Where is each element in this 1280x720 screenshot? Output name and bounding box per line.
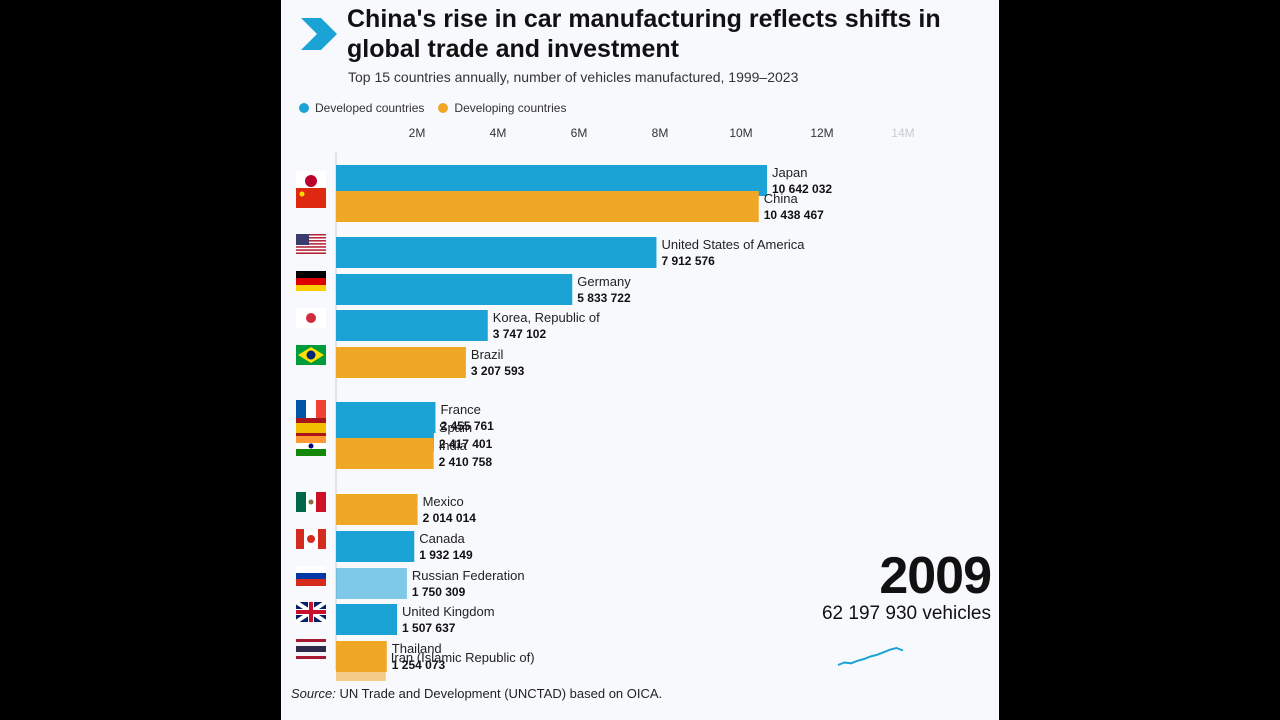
x-tick-label: 6M <box>571 126 588 140</box>
korea-flag-icon <box>296 308 326 328</box>
bar-value-label: 10 642 032 <box>772 182 832 196</box>
total-vehicles-label: 62 197 930 vehicles <box>821 603 991 624</box>
bar-value-label: 1 932 149 <box>419 548 473 562</box>
bar-country-label: Spain <box>439 420 472 435</box>
bar-value-label: 7 912 576 <box>661 254 715 268</box>
bar-value-label: 1 254 073 <box>392 658 446 672</box>
bar-mexico <box>336 494 418 525</box>
japan-flag-icon <box>296 171 326 191</box>
x-tick-label: 12M <box>810 126 833 140</box>
x-tick-label: 10M <box>729 126 752 140</box>
source-text: UN Trade and Development (UNCTAD) based … <box>339 686 663 701</box>
bar-country-label: Russian Federation <box>412 568 525 583</box>
bar-value-label: 2 014 014 <box>423 511 477 525</box>
bar-india <box>336 438 434 469</box>
legend-dot-developed <box>299 103 309 113</box>
bar-korea-republic-of <box>336 310 488 341</box>
bar-country-label: United Kingdom <box>402 604 495 619</box>
x-tick-label: 14M <box>891 126 914 140</box>
mexico-flag-icon <box>296 492 326 512</box>
sparkline <box>837 646 904 666</box>
chart-title: China's rise in car manufacturing reflec… <box>347 5 941 63</box>
bar-china <box>336 191 759 222</box>
bar-country-label: France <box>440 402 480 417</box>
bar-japan <box>336 165 768 196</box>
bar-value-label: 5 833 722 <box>577 291 631 305</box>
bar-country-label: Thailand <box>392 641 442 656</box>
legend-item-developed[interactable]: Developed countries <box>299 101 424 115</box>
chevron-logo-icon <box>301 18 337 50</box>
bar-united-states-of-america <box>336 237 657 268</box>
x-tick-label: 4M <box>490 126 507 140</box>
bar-germany <box>336 274 573 305</box>
chart-subtitle: Top 15 countries annually, number of veh… <box>348 69 799 85</box>
legend-item-developing[interactable]: Developing countries <box>438 101 566 115</box>
bar-iran-islamic-republic-of- <box>336 650 386 681</box>
india-flag-icon <box>296 436 326 456</box>
bar-country-label: Brazil <box>471 347 504 362</box>
china-flag-icon <box>296 188 326 208</box>
bar-value-label: 10 438 467 <box>764 208 824 222</box>
legend: Developed countries Developing countries <box>299 101 566 115</box>
bar-value-label: 2 417 401 <box>439 437 493 451</box>
russia-flag-icon <box>296 566 326 586</box>
uk-flag-icon <box>294 600 328 624</box>
canada-flag-icon <box>296 529 326 549</box>
bar-country-label: Germany <box>577 274 631 289</box>
bar-value-label: 3 747 102 <box>493 327 547 341</box>
brazil-flag-icon <box>296 345 326 365</box>
bar-canada <box>336 531 415 562</box>
bar-country-label: India <box>439 438 468 453</box>
spain-flag-icon <box>296 418 326 438</box>
bar-brazil <box>336 347 466 378</box>
usa-flag-icon <box>296 234 326 254</box>
bar-value-label: 1 750 309 <box>412 585 466 599</box>
bar-country-label: Japan <box>772 165 807 180</box>
bar-united-kingdom <box>336 604 398 635</box>
bar-country-label: United States of America <box>661 237 805 252</box>
x-tick-label: 2M <box>409 126 426 140</box>
source-note: Source: UN Trade and Development (UNCTAD… <box>291 686 662 701</box>
legend-dot-developing <box>438 103 449 113</box>
bar-value-label: 1 507 637 <box>402 621 456 635</box>
bar-value-label: 2 410 758 <box>439 455 493 469</box>
year-label: 2009 <box>879 547 992 605</box>
source-prefix: Source: <box>291 686 336 701</box>
chart-card: China's rise in car manufacturing reflec… <box>281 0 999 720</box>
bar-russian-federation <box>336 568 407 599</box>
bar-country-label: Iran (Islamic Republic of) <box>391 650 535 665</box>
thailand-flag-icon <box>296 639 326 659</box>
x-tick-label: 8M <box>652 126 669 140</box>
germany-flag-icon <box>296 271 326 291</box>
bar-value-label: 2 455 761 <box>440 419 494 433</box>
bar-value-label: 3 207 593 <box>471 364 525 378</box>
bar-country-label: Mexico <box>423 494 464 509</box>
bar-country-label: China <box>764 191 799 206</box>
france-flag-icon <box>296 400 326 420</box>
bar-country-label: Korea, Republic of <box>493 310 600 325</box>
legend-label-developed: Developed countries <box>315 101 425 115</box>
bar-country-label: Canada <box>419 531 465 546</box>
legend-label-developing: Developing countries <box>454 101 567 115</box>
